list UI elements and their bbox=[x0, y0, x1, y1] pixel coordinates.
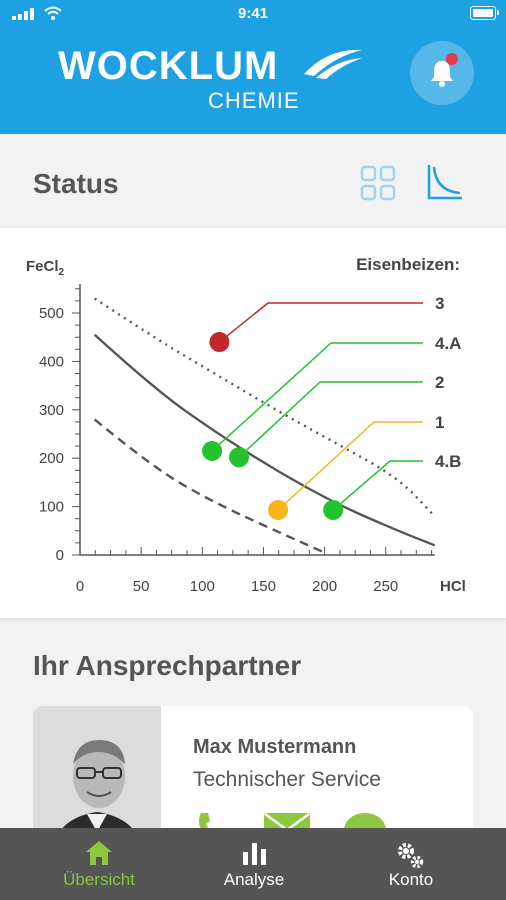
leader-line bbox=[332, 460, 423, 511]
brand-logo: WOCKLUM CHEMIE bbox=[58, 42, 368, 117]
tab-label: Analyse bbox=[223, 870, 285, 889]
y-tick-label: 200 bbox=[39, 450, 64, 467]
point-label: 2 bbox=[435, 373, 444, 392]
battery-icon bbox=[470, 6, 499, 20]
data-point bbox=[323, 499, 344, 520]
contact-name: Max Mustermann bbox=[193, 736, 357, 758]
x-tick-label: 200 bbox=[312, 578, 337, 595]
notification-badge bbox=[446, 53, 458, 65]
data-point bbox=[228, 447, 249, 468]
cellular-signal-icon bbox=[12, 8, 34, 20]
point-label: 4.B bbox=[435, 452, 461, 471]
contact-role: Technischer Service bbox=[193, 768, 381, 791]
curve-solid bbox=[93, 333, 436, 547]
logo-swoosh-icon bbox=[304, 49, 362, 79]
logo-wordmark: WOCKLUM bbox=[58, 44, 279, 88]
x-tick-label: 100 bbox=[190, 578, 215, 595]
status-bar: 9:41 bbox=[0, 0, 506, 30]
clock: 9:41 bbox=[237, 5, 269, 22]
bottom-tab-bar: Übersicht Analyse Konto bbox=[0, 828, 506, 900]
notifications-button[interactable] bbox=[410, 41, 474, 105]
tab-label: Übersicht bbox=[63, 870, 135, 889]
point-label: 4.A bbox=[435, 334, 461, 353]
leader-line bbox=[218, 302, 423, 343]
curve-dotted bbox=[94, 297, 436, 518]
leader-line bbox=[211, 342, 423, 452]
x-tick-label: 250 bbox=[373, 578, 398, 595]
data-point bbox=[268, 499, 289, 520]
y-tick-label: 500 bbox=[39, 305, 64, 322]
y-tick-label: 0 bbox=[56, 547, 64, 564]
data-point bbox=[209, 332, 230, 353]
logo-subtitle: CHEMIE bbox=[208, 88, 300, 113]
tab-uebersicht[interactable]: Übersicht bbox=[15, 828, 183, 900]
y-tick-label: 300 bbox=[39, 402, 64, 419]
leader-line bbox=[238, 381, 423, 458]
bell-icon bbox=[431, 61, 453, 87]
leader-line bbox=[277, 421, 423, 511]
data-point bbox=[202, 440, 223, 461]
pickling-chart: 3 4.A 2 1 4.B 0 50 100 150 200 250 0 100 200 300 400 50… bbox=[26, 255, 466, 595]
wifi-icon bbox=[44, 6, 62, 20]
point-label: 1 bbox=[435, 413, 444, 432]
chart-view-icon[interactable] bbox=[426, 163, 464, 201]
y-axis-label: FeCl2 bbox=[26, 258, 65, 278]
app-header: 9:41 WOCKLUM CHEMIE bbox=[0, 0, 506, 134]
curve-dashed bbox=[93, 418, 326, 554]
x-axis-label: HCl bbox=[440, 578, 466, 595]
gears-icon bbox=[398, 843, 424, 869]
grid-view-icon[interactable] bbox=[360, 165, 396, 201]
home-icon bbox=[86, 841, 112, 865]
section-title-contact: Ihr Ansprechpartner bbox=[33, 650, 302, 681]
point-label: 3 bbox=[435, 294, 444, 313]
status-chart-card: 3 4.A 2 1 4.B 0 50 100 150 200 250 0 100 200 300 400 50… bbox=[0, 228, 506, 618]
bar-chart-icon bbox=[243, 843, 266, 865]
x-tick-label: 150 bbox=[251, 578, 276, 595]
y-tick-label: 100 bbox=[39, 499, 64, 516]
x-tick-label: 50 bbox=[133, 578, 150, 595]
tab-label: Konto bbox=[388, 870, 434, 889]
section-title-status: Status bbox=[33, 168, 119, 199]
y-tick-label: 400 bbox=[39, 353, 64, 370]
x-tick-label: 0 bbox=[76, 578, 84, 595]
legend-title: Eisenbeizen: bbox=[356, 255, 460, 274]
tab-konto[interactable]: Konto bbox=[327, 828, 495, 900]
tab-analyse[interactable]: Analyse bbox=[170, 828, 338, 900]
